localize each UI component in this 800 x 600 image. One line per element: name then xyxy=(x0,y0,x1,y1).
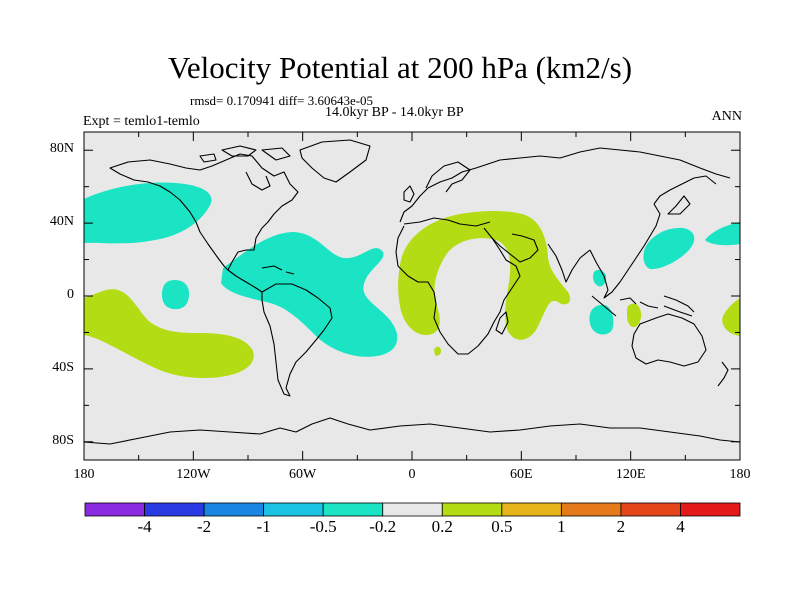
coast-new-zealand xyxy=(717,361,729,387)
region-maritime-continent xyxy=(627,303,642,328)
center-subtitle: 14.0kyr BP - 14.0kyr BP xyxy=(325,105,464,120)
coast-asia-north xyxy=(559,147,731,179)
colorbar-swatch xyxy=(263,502,324,517)
coast-caribbean xyxy=(261,265,295,275)
coast-south-america xyxy=(261,283,333,397)
coast-east-asia xyxy=(653,175,717,205)
coast-scandinavia xyxy=(425,161,471,193)
region-dateline-north xyxy=(705,222,740,246)
coast-arctic-islands xyxy=(199,145,291,163)
colorbar-swatch xyxy=(501,502,562,517)
coast-mediterranean xyxy=(403,217,491,227)
coast-new-guinea xyxy=(663,295,695,313)
colorbar-level-label: -2 xyxy=(196,517,212,536)
coast-central-america xyxy=(227,269,263,293)
region-w-pacific-north xyxy=(643,227,695,270)
x-tick-label: 60W xyxy=(289,467,317,482)
colorbar-swatch xyxy=(441,502,503,517)
region-south-pacific xyxy=(84,289,254,378)
coast-madagascar xyxy=(495,311,509,335)
region-sa-dot xyxy=(434,346,441,356)
coast-antarctica xyxy=(84,417,740,445)
colorbar-swatch xyxy=(203,502,265,517)
region-tropical-atlantic xyxy=(221,232,398,357)
colorbar-level-label: 0.2 xyxy=(431,517,453,536)
coast-india xyxy=(547,243,591,283)
colorbar-level-label: -0.2 xyxy=(369,517,397,536)
x-tick-label: 120E xyxy=(615,467,646,482)
region-ne-pacific xyxy=(84,182,212,244)
coast-uk xyxy=(403,185,415,203)
colorbar-level-label: 2 xyxy=(616,517,626,536)
colorbar xyxy=(84,502,741,517)
colorbar-swatch xyxy=(382,502,443,517)
region-e-indian-ocean xyxy=(589,304,614,335)
y-tick-label: 40N xyxy=(49,214,74,230)
right-subtitle: ANN xyxy=(711,109,742,124)
left-subtitle: Expt = temlo1-temlo xyxy=(83,114,200,129)
y-tick-label: 80N xyxy=(49,141,74,157)
region-sw-pacific-edge xyxy=(722,298,740,336)
x-tick-label: 180 xyxy=(729,467,751,482)
coast-africa xyxy=(395,225,521,355)
region-e-pacific-small xyxy=(162,280,190,310)
colorbar-swatch xyxy=(84,502,145,517)
colorbar-level-label: 1 xyxy=(557,517,566,536)
colorbar-level-label: 0.5 xyxy=(491,517,513,536)
chart-title: Velocity Potential at 200 hPa (km2/s) xyxy=(167,50,633,85)
coast-greenland xyxy=(299,139,371,183)
colorbar-level-label: -4 xyxy=(137,517,152,536)
y-tick-label: 80S xyxy=(52,432,74,448)
filled-regions xyxy=(84,182,740,378)
x-tick-label: 60E xyxy=(510,467,533,482)
coast-europe xyxy=(399,155,561,223)
coast-japan xyxy=(667,195,691,215)
region-africa-indian-ocean xyxy=(398,211,571,340)
coast-north-america xyxy=(109,153,299,271)
stats-line: rmsd= 0.170941 diff= 3.60643e-05 xyxy=(190,93,374,108)
x-tick-label: 120W xyxy=(176,467,211,482)
coastlines xyxy=(84,139,740,445)
colorbar-swatch xyxy=(560,502,622,517)
axis-ticks xyxy=(83,132,741,460)
colorbar-level-label: -1 xyxy=(256,517,271,536)
coast-indonesia xyxy=(591,295,693,317)
coast-se-asia xyxy=(589,203,661,299)
x-tick-label: 0 xyxy=(408,467,416,482)
coast-arabia xyxy=(491,233,539,263)
colorbar-level-label: -0.5 xyxy=(309,517,337,536)
colorbar-level-label: 4 xyxy=(676,517,685,536)
colorbar-swatch xyxy=(144,502,205,517)
coast-australia xyxy=(631,313,707,367)
y-tick-label: 0 xyxy=(67,287,74,302)
colorbar-swatch xyxy=(322,502,384,517)
colorbar-swatch xyxy=(620,502,681,517)
coast-hudson xyxy=(245,171,271,191)
colorbar-swatch xyxy=(680,502,741,517)
y-tick-label: 40S xyxy=(52,359,74,375)
x-tick-label: 180 xyxy=(73,467,95,482)
